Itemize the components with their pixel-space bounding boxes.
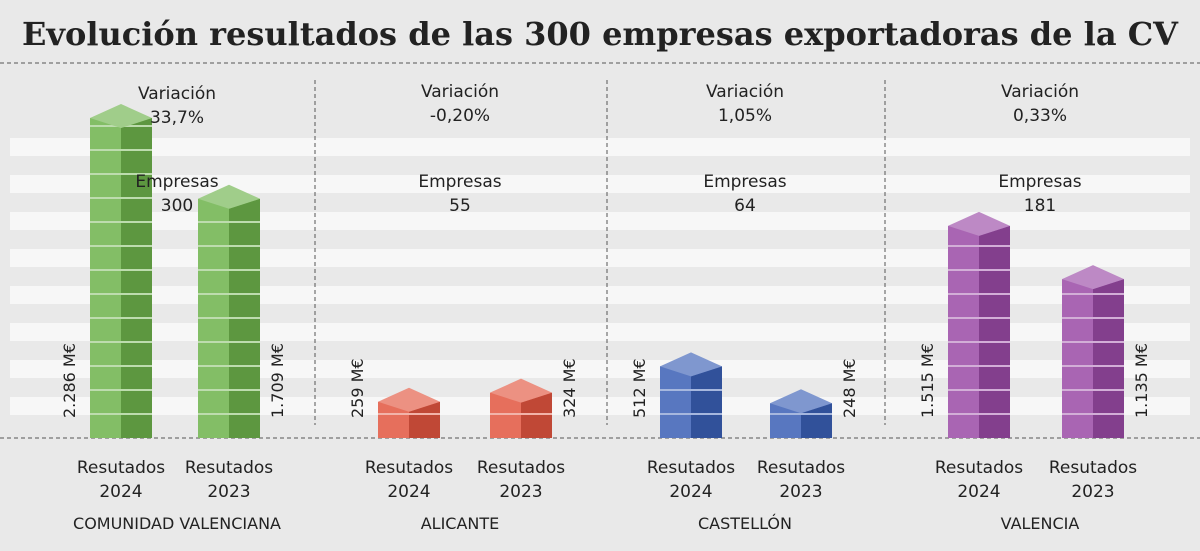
variation-label: Variación xyxy=(705,82,785,102)
companies-label: Empresas xyxy=(135,172,219,192)
bar-top xyxy=(1062,265,1124,290)
value-label: 248 M€ xyxy=(840,358,859,418)
companies-value: 64 xyxy=(734,196,756,216)
category-label: Resutados 2024 xyxy=(76,458,166,502)
variation-value: 33,7% xyxy=(149,108,204,128)
value-label: 2.286 M€ xyxy=(60,343,79,418)
stripe xyxy=(10,249,1190,267)
value-label: 512 M€ xyxy=(630,358,649,418)
value-label: 1.709 M€ xyxy=(268,343,287,418)
region-name: ALICANTE xyxy=(420,514,500,533)
value-label: 1.135 M€ xyxy=(1132,343,1151,418)
bar-side xyxy=(521,392,552,438)
category-label: Resutados 2024 xyxy=(934,458,1024,502)
stripe xyxy=(10,138,1190,156)
companies-label: Empresas xyxy=(418,172,502,192)
stripe xyxy=(10,360,1190,378)
stripe xyxy=(10,323,1190,341)
companies-label: Empresas xyxy=(703,172,787,192)
bar-side xyxy=(409,401,440,438)
stripe xyxy=(10,212,1190,230)
bar-top xyxy=(948,211,1010,236)
value-label: 1.515 M€ xyxy=(918,343,937,418)
bar-top xyxy=(660,352,722,377)
companies-value: 55 xyxy=(449,196,471,216)
stripe xyxy=(10,175,1190,193)
variation-value: 0,33% xyxy=(1012,106,1067,126)
category-label: Resutados 2023 xyxy=(184,458,274,502)
bar-side xyxy=(801,403,832,438)
bar-top xyxy=(90,104,152,128)
category-label: Resutados 2023 xyxy=(476,458,566,502)
bar-top xyxy=(490,378,552,403)
category-label: Resutados 2023 xyxy=(1048,458,1138,502)
bar-top xyxy=(198,184,260,209)
region-name: COMUNIDAD VALENCIANA xyxy=(73,514,281,533)
value-label: 259 M€ xyxy=(348,358,367,418)
bar-side xyxy=(691,366,722,438)
page-title: Evolución resultados de las 300 empresas… xyxy=(22,15,1178,53)
companies-label: Empresas xyxy=(998,172,1082,192)
category-label: Resutados 2024 xyxy=(364,458,454,502)
region-name: VALENCIA xyxy=(1000,514,1080,533)
category-label: Resutados 2023 xyxy=(756,458,846,502)
variation-label: Variación xyxy=(1000,82,1080,102)
variation-label: Variación xyxy=(137,84,217,104)
companies-value: 300 xyxy=(160,196,194,216)
bar-side xyxy=(979,225,1010,438)
region-name: CASTELLÓN xyxy=(698,514,792,533)
variation-label: Variación xyxy=(420,82,500,102)
stripe xyxy=(10,397,1190,415)
bar-top xyxy=(770,389,832,414)
stripe xyxy=(10,286,1190,304)
category-label: Resutados 2024 xyxy=(646,458,736,502)
variation-value: -0,20% xyxy=(429,106,491,126)
value-label: 324 M€ xyxy=(560,358,579,418)
variation-value: 1,05% xyxy=(717,106,772,126)
companies-value: 181 xyxy=(1023,196,1057,216)
bar-top xyxy=(378,387,440,412)
